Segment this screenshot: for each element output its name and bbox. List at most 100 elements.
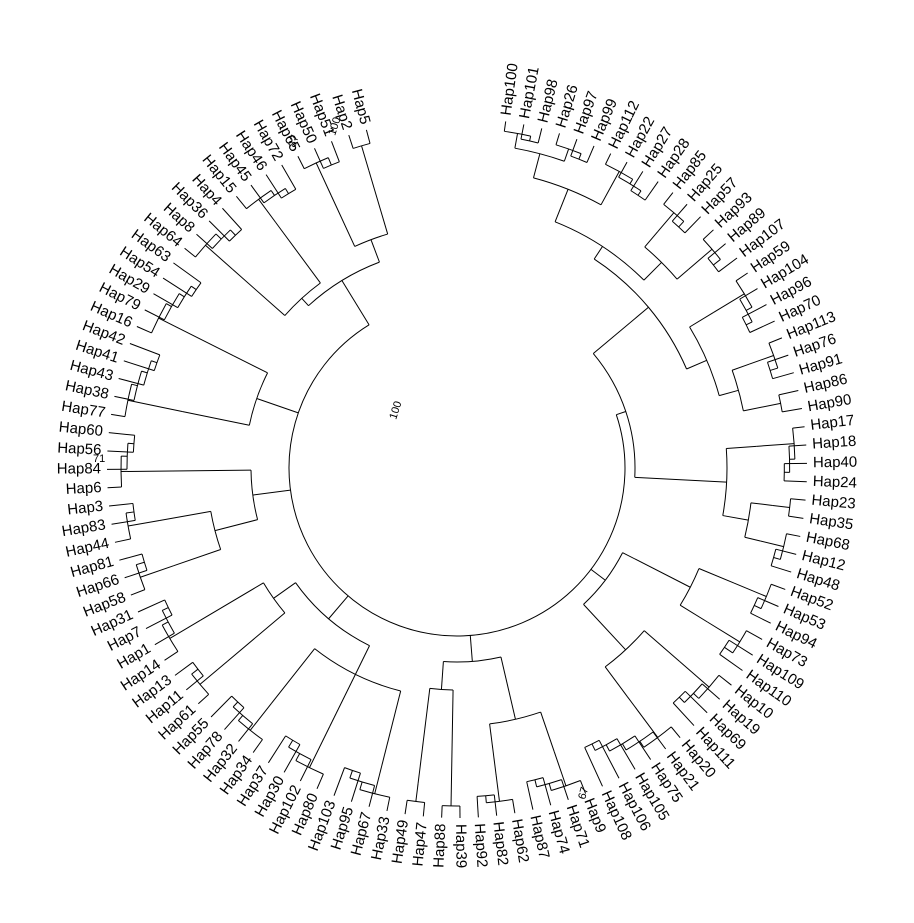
branch-arc (120, 456, 123, 487)
branch-segment (162, 277, 192, 297)
branch-segment (688, 248, 713, 270)
branch-segment (722, 515, 749, 521)
branch-segment (529, 135, 532, 142)
branch-arc (192, 662, 204, 677)
branch-segment (284, 188, 289, 194)
branch-segment (114, 395, 135, 401)
branch-segment (111, 519, 136, 525)
branch-arc (698, 674, 720, 699)
branch-arc (229, 229, 242, 242)
branch-segment (773, 557, 781, 560)
branch-arc (719, 639, 730, 655)
branch-segment (174, 661, 194, 676)
branch-segment (744, 536, 761, 542)
branch-segment (746, 630, 763, 640)
branch-segment (252, 739, 263, 753)
branch-segment (384, 690, 402, 756)
branch-segment (281, 164, 297, 190)
branch-segment (440, 661, 444, 690)
branch-segment (275, 222, 321, 284)
branch-segment (652, 731, 667, 750)
branch-segment (634, 476, 727, 483)
branch-segment (542, 777, 552, 806)
branch-segment (196, 233, 213, 249)
branch-segment (123, 360, 155, 372)
branch-arc (739, 298, 753, 323)
branch-segment (626, 696, 659, 738)
branch-segment (309, 726, 331, 768)
branch-segment (295, 753, 301, 761)
branch-arc (750, 597, 759, 614)
branch-segment (770, 565, 792, 573)
branch-arc (584, 739, 600, 748)
branch-segment (514, 133, 519, 149)
branch-segment (583, 604, 627, 651)
branch-segment (750, 502, 773, 506)
branch-segment (489, 723, 497, 776)
branch-segment (114, 538, 131, 543)
branch-segment (230, 229, 236, 236)
branch-arc (281, 188, 297, 199)
branch-segment (140, 565, 174, 578)
branch-arc (630, 190, 646, 201)
branch-segment (469, 635, 473, 662)
branch-segment (185, 675, 204, 691)
branch-arc (770, 549, 777, 566)
branch-segment (604, 666, 628, 697)
branch-segment (166, 303, 172, 307)
branch-segment (236, 195, 247, 210)
branch-arc (191, 282, 202, 297)
branch-segment (748, 355, 774, 365)
branch-segment (154, 632, 175, 646)
tree-branches (106, 121, 807, 818)
branch-arc (407, 799, 425, 803)
branch-segment (788, 515, 804, 519)
branch-segment (158, 317, 234, 357)
branch-arc (592, 353, 636, 478)
branch-segment (784, 480, 807, 483)
branch-segment (788, 444, 807, 447)
branch-arc (707, 258, 720, 273)
branch-segment (315, 162, 332, 196)
branch-segment (767, 354, 789, 363)
branch-arc (295, 760, 324, 775)
branch-segment (719, 653, 743, 671)
branch-segment (605, 744, 611, 752)
branch-segment (713, 259, 721, 266)
branch-segment (757, 597, 779, 607)
branch-segment (368, 170, 389, 235)
branch-segment (232, 701, 239, 708)
branch-arc (177, 285, 192, 308)
branch-segment (107, 486, 122, 489)
branch-segment (702, 229, 714, 240)
branch-segment (770, 367, 778, 371)
branch-segment (707, 621, 741, 643)
branch-segment (726, 445, 757, 449)
branch-segment (742, 304, 767, 318)
branch-segment (197, 693, 210, 705)
branch-arc (143, 360, 152, 386)
branch-segment (775, 548, 797, 555)
branch-segment (630, 171, 644, 191)
branch-segment (191, 668, 199, 675)
branch-segment (586, 145, 595, 163)
branch-arc (288, 324, 626, 637)
branch-segment (485, 795, 487, 803)
branch-segment (786, 533, 801, 537)
branch-segment (512, 799, 516, 814)
tip-label: Hap84 (57, 460, 101, 477)
branch-segment (724, 646, 734, 654)
branch-segment (125, 511, 135, 514)
branch-segment (331, 141, 340, 162)
tip-label: Hap83 (61, 516, 107, 540)
branch-segment (616, 411, 626, 416)
branch-segment (350, 772, 361, 802)
branch-segment (265, 174, 282, 199)
branch-segment (121, 470, 196, 473)
branch-segment (739, 288, 758, 300)
branch-segment (698, 568, 735, 584)
branch-segment (127, 519, 160, 527)
branch-segment (227, 612, 286, 662)
branch-segment (368, 785, 376, 807)
